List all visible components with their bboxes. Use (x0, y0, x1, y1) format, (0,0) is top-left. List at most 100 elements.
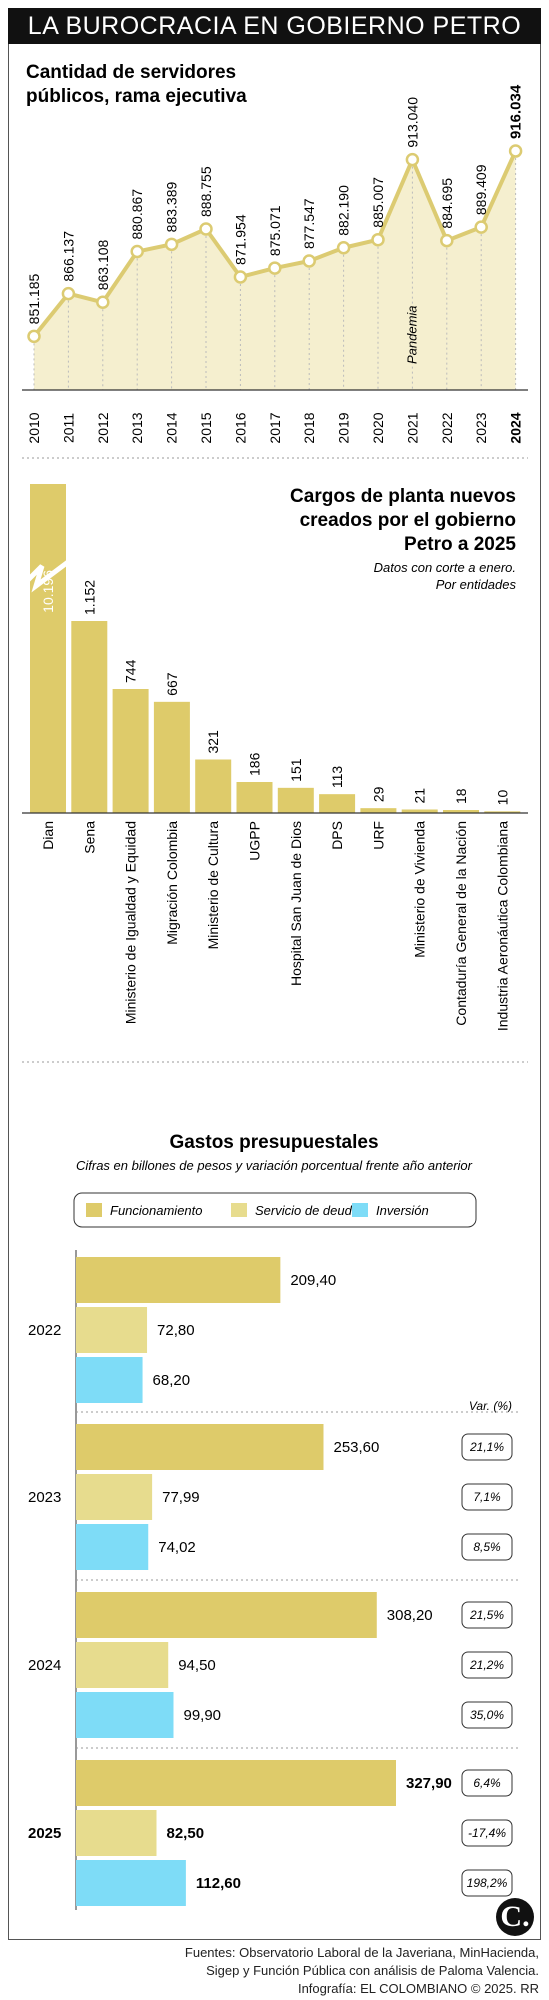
chart1-data-label: 882.190 (336, 185, 352, 236)
chart3-legend-swatch (352, 1203, 368, 1217)
chart1-point (199, 222, 213, 236)
chart2-data-label: 29 (370, 786, 386, 802)
chart2-bar (484, 811, 521, 813)
chart2-x-tick: Ministerio de Vivienda (412, 821, 428, 958)
chart2-x-tick: Ministerio de Cultura (205, 821, 221, 950)
chart1-data-label: 883.389 (164, 181, 180, 232)
chart1-x-tick: 2012 (95, 412, 111, 443)
chart3-bar (76, 1692, 174, 1738)
chart1-point (96, 295, 110, 310)
chart1-x-tick: 2024 (508, 412, 524, 443)
chart3-data-label: 72,80 (157, 1322, 195, 1339)
chart1-point (61, 286, 76, 301)
chart1-annotation: Pandemia (404, 305, 419, 364)
chart3-data-label: 99,90 (183, 1707, 221, 1724)
chart1-data-label: 885.007 (370, 177, 386, 228)
chart3-var-label: -17,4% (468, 1826, 506, 1840)
chart1-data-label: 916.034 (508, 84, 525, 139)
chart3-var-label: 7,1% (473, 1490, 501, 1504)
chart2-data-label: 321 (205, 730, 221, 754)
chart3-title: Gastos presupuestales (169, 1132, 378, 1153)
chart1-data-label: 875.071 (267, 205, 283, 256)
chart3-data-label: 74,02 (158, 1539, 196, 1556)
chart1-x-tick: 2013 (129, 412, 145, 443)
footer-sources-2: Sigep y Función Pública con análisis de … (206, 1963, 539, 1978)
chart3-var-box (461, 1433, 513, 1461)
chart2-data-label: 21 (412, 788, 428, 804)
budget-bar-chart: Gastos presupuestales Cifras en billones … (28, 1132, 518, 1910)
chart3-bar (76, 1424, 324, 1470)
chart3-bar (76, 1524, 149, 1570)
chart2-bar (195, 759, 232, 813)
chart3-var-label: 8,5% (473, 1540, 501, 1554)
chart2-data-label: 186 (247, 752, 263, 776)
chart3-var-label: 6,4% (473, 1776, 501, 1790)
chart3-data-label: 209,40 (290, 1272, 336, 1289)
chart1-data-label: 866.137 (60, 231, 76, 282)
page-header: LA BUROCRACIA EN GOBIERNO PETRO (8, 8, 541, 44)
chart3-bar (76, 1860, 186, 1906)
chart3-var-header: Var. (%) (469, 1399, 512, 1413)
chart1-data-label: 863.108 (95, 239, 111, 290)
chart1-x-tick: 2019 (336, 412, 352, 443)
chart2-bar (443, 810, 479, 813)
chart1-data-label: 889.409 (473, 164, 489, 215)
footer-sources-1: Fuentes: Observatorio Laboral de la Jave… (184, 1945, 539, 1960)
chart3-bar (76, 1642, 169, 1688)
chart2-bar (319, 794, 356, 813)
chart3-year-label: 2023 (28, 1489, 61, 1506)
chart3-var-box (461, 1769, 513, 1797)
chart1-data-label: 871.954 (232, 214, 248, 265)
chart2-data-label: 113 (329, 766, 345, 789)
chart1-x-tick: 2011 (60, 413, 76, 443)
chart3-data-label: 82,50 (167, 1825, 205, 1842)
chart2-data-label: 10.196 (40, 570, 56, 613)
chart3-bar (76, 1760, 396, 1806)
chart1-x-tick: 2014 (164, 412, 180, 443)
chart2-bar (236, 782, 273, 813)
new-positions-bar-chart: Cargos de planta nuevos creados por el go… (22, 484, 528, 1063)
chart2-x-tick: DPS (329, 821, 345, 850)
chart1-data-label: 877.547 (301, 198, 317, 249)
chart1-point (405, 152, 420, 167)
chart1-x-tick: 2018 (301, 412, 317, 443)
chart2-data-label: 151 (288, 758, 304, 782)
chart2-x-tick: UGPP (247, 821, 263, 861)
chart3-var-label: 21,2% (469, 1658, 504, 1672)
chart2-bar (153, 701, 190, 813)
chart3-bar (76, 1810, 157, 1856)
chart1-point (130, 244, 144, 259)
chart2-bar-break (26, 560, 70, 593)
chart2-bar (277, 787, 314, 813)
chart2-subtitle-line2: Por entidades (436, 577, 517, 592)
chart1-point (440, 233, 454, 248)
chart1-point (336, 240, 351, 255)
chart3-subtitle: Cifras en billones de pesos y variación … (76, 1158, 473, 1173)
chart3-bar (76, 1307, 148, 1353)
chart3-legend-label: Servicio de deuda (255, 1203, 359, 1218)
chart2-x-tick: URF (370, 821, 386, 850)
chart3-data-label: 77,99 (162, 1489, 200, 1506)
chart1-point (164, 237, 179, 252)
chart2-subtitle-line1: Datos con corte a enero. (374, 560, 516, 575)
chart2-bar (71, 621, 108, 813)
chart2-data-label: 744 (123, 659, 139, 683)
chart1-point (233, 270, 248, 284)
chart3-legend-box (73, 1192, 477, 1228)
chart1-title-line2: públicos, rama ejecutiva (26, 86, 247, 107)
page-title: LA BUROCRACIA EN GOBIERNO PETRO (27, 12, 522, 40)
chart1-data-label: 880.867 (129, 189, 145, 240)
chart3-year-label: 2025 (28, 1825, 61, 1842)
chart2-bar (401, 809, 438, 813)
chart3-bar (76, 1257, 281, 1303)
chart3-bar (76, 1357, 143, 1403)
chart1-point (508, 144, 523, 158)
chart1-x-tick: 2010 (26, 412, 42, 443)
chart1-title-line1: Cantidad de servidores (26, 62, 236, 83)
infographic-frame (8, 44, 541, 1940)
chart3-var-label: 21,1% (469, 1440, 504, 1454)
chart1-x-tick: 2016 (232, 412, 248, 443)
chart2-data-label: 18 (453, 788, 469, 804)
chart2-bar (112, 689, 149, 813)
chart3-data-label: 327,90 (406, 1775, 452, 1792)
